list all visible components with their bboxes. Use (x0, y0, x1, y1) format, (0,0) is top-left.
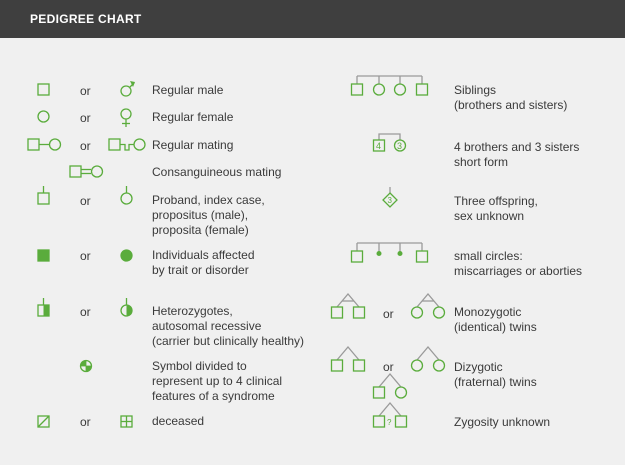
legend-label-regular-female: Regular female (152, 110, 234, 124)
brothers-sisters-short-form-symbol (372, 133, 407, 152)
page-title: PEDIGREE CHART (30, 12, 142, 26)
or-connector: or (80, 249, 91, 263)
legend-label-deceased: deceased (152, 414, 205, 428)
miscarriages-symbol (350, 242, 429, 263)
legend-label-zygosity-unknown: Zygosity unknown (454, 415, 551, 429)
legend-label-dizygotic: Dizygotic (fraternal) twins (454, 360, 537, 389)
or-connector: or (80, 139, 91, 153)
legend-label-regular-mating: Regular mating (152, 138, 234, 152)
divided-syndrome-symbol (79, 359, 93, 373)
monozygotic-twins-female-symbol (410, 292, 446, 319)
affected-male-symbol (37, 249, 50, 262)
or-connector: or (383, 360, 394, 374)
heterozygote-male-symbol (37, 298, 50, 317)
female-circle-symbol (37, 110, 50, 123)
legend-label-siblings: Siblings (brothers and sisters) (454, 83, 568, 112)
zygosity-unknown-mark: ? (387, 418, 392, 427)
legend-label-three-offspring: Three offspring, sex unknown (454, 194, 538, 223)
zygosity-unknown-symbol (372, 401, 408, 428)
deceased-diagonal-symbol (37, 415, 50, 428)
dizygotic-twins-male-symbol (330, 345, 366, 372)
legend-label-affected: Individuals affected by trait or disorde… (152, 248, 255, 277)
siblings-symbol (350, 75, 429, 96)
monozygotic-twins-male-symbol (330, 292, 366, 319)
unknown-sex-offspring-symbol (382, 187, 398, 208)
legend-label-miscarriages: small circles: miscarriages or aborties (454, 249, 583, 278)
deceased-cross-symbol (120, 415, 133, 428)
or-connector: or (80, 305, 91, 319)
legend-label-monozygotic: Monozygotic (identical) twins (454, 305, 537, 334)
female-sign-symbol (120, 108, 132, 127)
legend-label-regular-male: Regular male (152, 83, 224, 97)
legend-label-divided-symbol: Symbol divided to represent up to 4 clin… (152, 359, 283, 403)
affected-female-symbol (120, 249, 133, 262)
or-connector: or (80, 111, 91, 125)
legend-label-consanguineous-mating: Consanguineous mating (152, 165, 282, 179)
legend-label-proband: Proband, index case, propositus (male), … (152, 193, 265, 237)
male-sign-arrowhead (130, 81, 135, 87)
brothers-count-label: 4 (376, 141, 382, 151)
legend-label-heterozygotes: Heterozygotes, autosomal recessive (carr… (152, 304, 305, 348)
heterozygote-female-symbol (120, 298, 133, 317)
mating-drop-symbol (108, 138, 146, 151)
mating-line-symbol (27, 138, 62, 151)
dizygotic-twins-mixed-symbol (372, 372, 408, 399)
or-connector: or (80, 84, 91, 98)
consanguineous-mating-symbol (69, 165, 104, 178)
offspring-count-label: 3 (387, 196, 392, 205)
or-connector: or (80, 194, 91, 208)
male-square-symbol (37, 83, 50, 96)
header-bar: PEDIGREE CHART (0, 0, 625, 38)
dizygotic-twins-female-symbol (410, 345, 446, 372)
proband-male-symbol (37, 186, 50, 205)
sisters-count-label: 3 (397, 141, 403, 151)
or-connector: or (80, 415, 91, 429)
proband-female-symbol (120, 186, 133, 205)
legend-label-brothers-sisters: 4 brothers and 3 sisters short form (454, 140, 580, 169)
or-connector: or (383, 307, 394, 321)
